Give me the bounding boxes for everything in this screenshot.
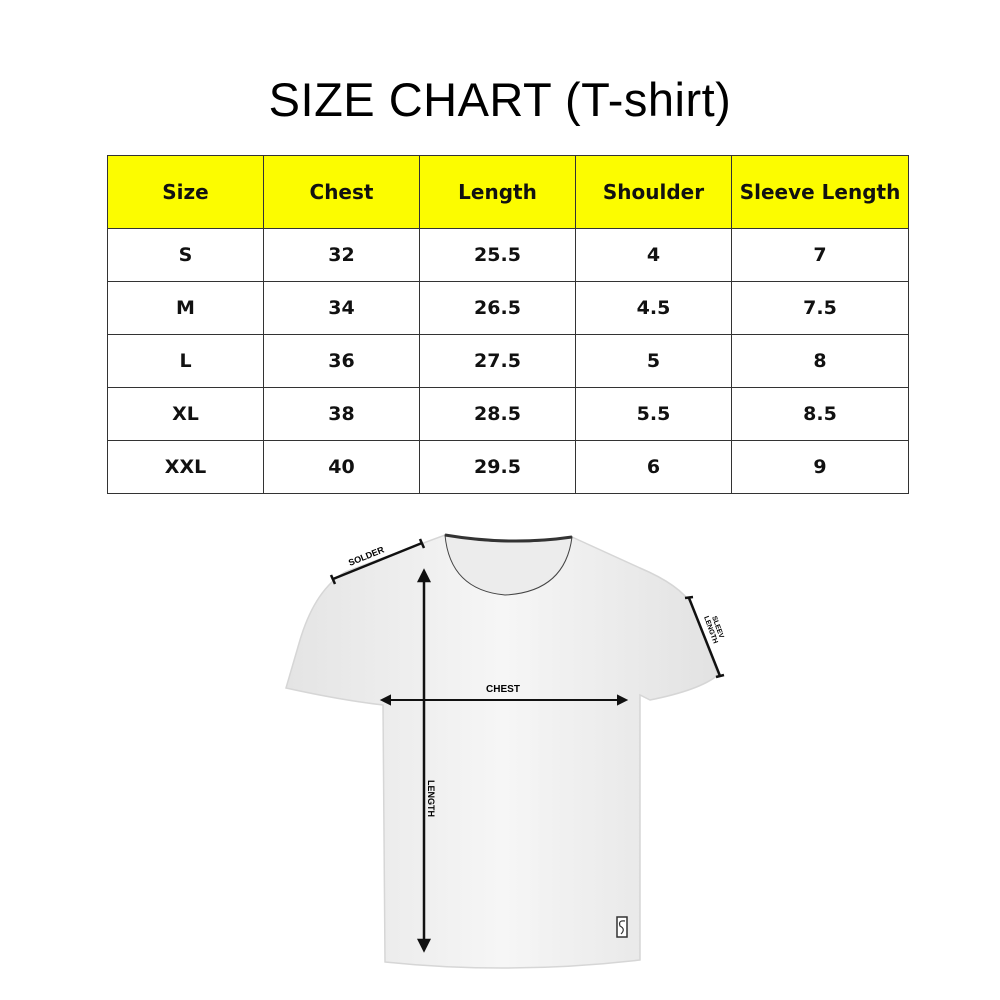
sleeve-measure (684, 595, 725, 679)
table-cell: 4.5 (575, 281, 732, 335)
table-cell: 9 (731, 440, 909, 494)
length-measure (416, 568, 432, 953)
length-label: LENGTH (426, 780, 436, 817)
table-cell: 29.5 (419, 440, 576, 494)
table-cell: 38 (263, 387, 420, 441)
table-cell: 4 (575, 228, 732, 282)
table-cell: S (107, 228, 264, 282)
table-cell: XXL (107, 440, 264, 494)
table-cell: 7 (731, 228, 909, 282)
table-cell: 6 (575, 440, 732, 494)
table-cell: 8.5 (731, 387, 909, 441)
column-header: Sleeve Length (731, 155, 909, 229)
size-table: Size Chest Length Shoulder Sleeve Length S 32… (107, 155, 909, 494)
table-cell: 34 (263, 281, 420, 335)
table-cell: 8 (731, 334, 909, 388)
table-cell: 25.5 (419, 228, 576, 282)
table-cell: 27.5 (419, 334, 576, 388)
table-cell: 36 (263, 334, 420, 388)
chest-label: CHEST (486, 684, 520, 695)
table-cell: XL (107, 387, 264, 441)
column-header: Length (419, 155, 576, 229)
brand-tag-logo (618, 920, 626, 935)
shoulder-measure (329, 538, 426, 585)
table-cell: 40 (263, 440, 420, 494)
table-row: XXL 40 29.5 6 9 (107, 440, 909, 494)
table-cell: 28.5 (419, 387, 576, 441)
column-header: Size (107, 155, 264, 229)
table-cell: 7.5 (731, 281, 909, 335)
table-header-row: Size Chest Length Shoulder Sleeve Length (107, 155, 909, 229)
table-body: S 32 25.5 4 7 M 34 26.5 4.5 7.5 L 36 27.5 5 8 XL 38 28.5 5… (107, 228, 909, 494)
page-title: SIZE CHART (T-shirt) (268, 73, 732, 126)
table-cell: 32 (263, 228, 420, 282)
table-cell: 26.5 (419, 281, 576, 335)
column-header: Chest (263, 155, 420, 229)
table-row: S 32 25.5 4 7 (107, 228, 909, 282)
chest-measure (379, 694, 629, 706)
tshirt-outline (285, 534, 719, 969)
table-row: M 34 26.5 4.5 7.5 (107, 281, 909, 335)
collar-trim (444, 533, 573, 543)
